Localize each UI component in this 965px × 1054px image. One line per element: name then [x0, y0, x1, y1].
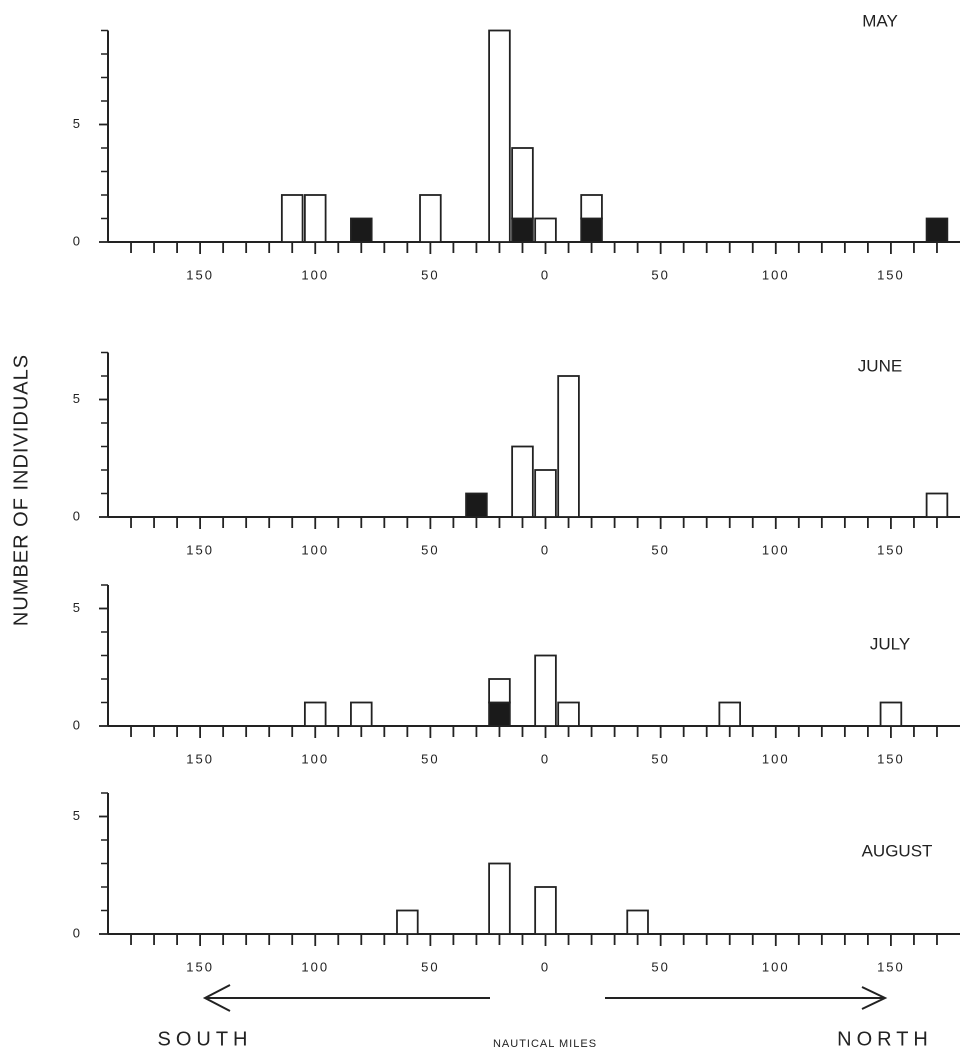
bar-segment — [511, 217, 534, 243]
bar-segment — [925, 492, 949, 518]
x-tick-label: 50 — [421, 542, 439, 557]
x-tick-label: 100 — [301, 959, 329, 974]
panel-title: JULY — [870, 634, 910, 653]
x-tick-label: 50 — [421, 959, 439, 974]
panel-title: JUNE — [858, 356, 902, 375]
x-tick-label: 50 — [651, 751, 669, 766]
bar-segment — [396, 909, 419, 935]
bar-segment — [465, 492, 488, 518]
x-tick-label: 100 — [762, 267, 790, 282]
bar-segment — [580, 217, 603, 243]
y-tick-label: 0 — [73, 925, 80, 940]
y-tick-label: 5 — [73, 391, 80, 406]
x-tick-label: 50 — [421, 267, 439, 282]
x-tick-label: 150 — [186, 751, 214, 766]
bar-segment — [534, 886, 557, 935]
south-arrow — [202, 984, 490, 1012]
x-tick-label: 0 — [541, 267, 550, 282]
y-tick-label: 0 — [73, 233, 80, 248]
bar-segment — [534, 654, 557, 727]
y-axis-label: NUMBER OF INDIVIDUALS — [10, 354, 32, 626]
bar-segment — [534, 217, 557, 243]
x-tick-label: 50 — [421, 751, 439, 766]
bar-segment — [511, 147, 534, 220]
x-tick-label: 0 — [541, 751, 550, 766]
x-tick-label: 150 — [186, 959, 214, 974]
bar-segment — [303, 701, 327, 727]
x-tick-label: 100 — [301, 751, 329, 766]
bar-segment — [488, 701, 511, 727]
x-tick-label: 50 — [651, 959, 669, 974]
bar-segment — [879, 701, 903, 727]
x-tick-label: 150 — [877, 542, 905, 557]
y-tick-label: 0 — [73, 508, 80, 523]
x-tick-label: 100 — [762, 751, 790, 766]
x-tick-label: 50 — [651, 267, 669, 282]
x-tick-label: 0 — [541, 542, 550, 557]
bar-segment — [488, 29, 511, 243]
x-tick-label: 100 — [301, 542, 329, 557]
x-tick-label: 100 — [301, 267, 329, 282]
x-tick-label: 0 — [541, 959, 550, 974]
north-label: NORTH — [837, 1028, 933, 1050]
bar-segment — [280, 194, 304, 243]
y-tick-label: 0 — [73, 717, 80, 732]
bar-segment — [419, 194, 442, 243]
bar-segment — [350, 217, 373, 243]
x-tick-label: 150 — [877, 959, 905, 974]
y-tick-label: 5 — [73, 600, 80, 615]
bar-segment — [488, 862, 511, 935]
x-tick-label: 100 — [762, 542, 790, 557]
x-tick-label: 150 — [186, 267, 214, 282]
x-tick-label: 150 — [877, 751, 905, 766]
bar-segment — [718, 701, 741, 727]
bar-segment — [534, 469, 557, 518]
bar-segment — [350, 701, 373, 727]
south-label: SOUTH — [158, 1028, 253, 1050]
x-tick-label: 50 — [651, 542, 669, 557]
x-tick-label: 100 — [762, 959, 790, 974]
bar-segment — [511, 445, 534, 518]
direction-arrows — [202, 984, 888, 1012]
bar-segment — [925, 217, 949, 243]
bar-segment — [303, 194, 327, 243]
x-axis-label: NAUTICAL MILES — [493, 1038, 597, 1050]
north-arrow — [605, 986, 888, 1010]
x-tick-label: 150 — [877, 267, 905, 282]
bar-segment — [557, 375, 580, 518]
y-tick-label: 5 — [73, 808, 80, 823]
y-tick-label: 5 — [73, 116, 80, 131]
bar-segment — [557, 701, 580, 727]
panel-title: MAY — [862, 11, 898, 30]
bar-segment — [626, 909, 649, 935]
bar-segment — [580, 194, 603, 220]
panel-title: AUGUST — [862, 841, 933, 860]
x-tick-label: 150 — [186, 542, 214, 557]
bar-segment — [488, 678, 511, 704]
